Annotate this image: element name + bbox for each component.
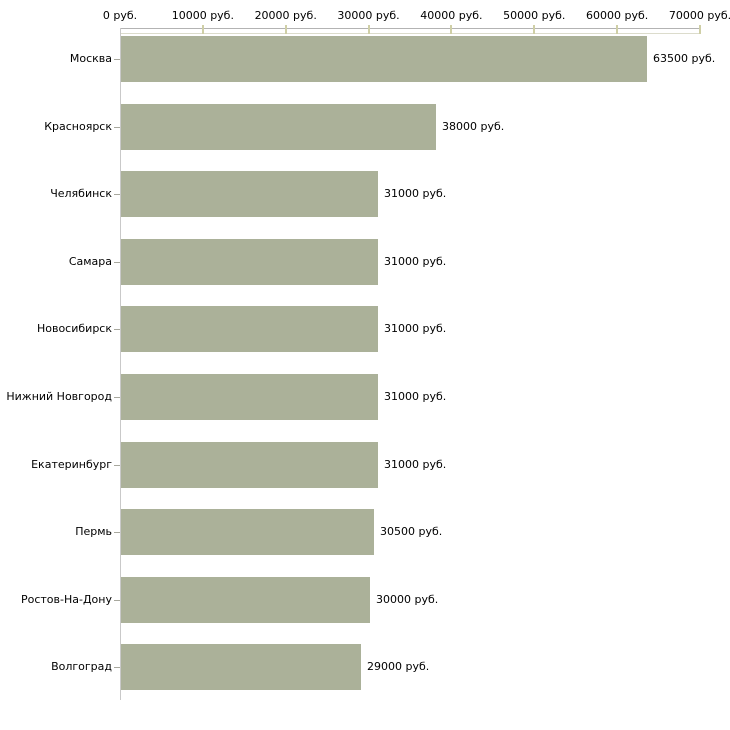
- category-tick-mark: [114, 667, 120, 668]
- x-tick-label: 30000 руб.: [337, 9, 400, 22]
- bar-row: Ростов-На-Дону 30000 руб.: [0, 577, 730, 623]
- x-tick-label: 50000 руб.: [503, 9, 566, 22]
- bar-row: Нижний Новгород 31000 руб.: [0, 374, 730, 420]
- value-label: 31000 руб.: [384, 255, 447, 268]
- bar-row: Новосибирск 31000 руб.: [0, 306, 730, 352]
- x-tick-mark: [616, 25, 619, 34]
- category-tick-mark: [114, 194, 120, 195]
- value-label: 38000 руб.: [442, 120, 505, 133]
- bar: [121, 36, 647, 82]
- category-label: Москва: [69, 52, 112, 65]
- category-label: Красноярск: [44, 120, 112, 133]
- category-label: Челябинск: [50, 187, 112, 200]
- x-tick-mark: [367, 25, 370, 34]
- category-tick-mark: [114, 600, 120, 601]
- category-tick-mark: [114, 465, 120, 466]
- value-label: 63500 руб.: [653, 52, 716, 65]
- bar: [121, 577, 370, 623]
- category-tick-mark: [114, 59, 120, 60]
- value-label: 31000 руб.: [384, 390, 447, 403]
- bar: [121, 104, 436, 150]
- x-tick-mark: [699, 25, 701, 34]
- category-label: Екатеринбург: [31, 458, 112, 471]
- value-label: 30000 руб.: [376, 593, 439, 606]
- value-label: 29000 руб.: [367, 660, 430, 673]
- bar-row: Красноярск 38000 руб.: [0, 104, 730, 150]
- bar-row: Москва 63500 руб.: [0, 36, 730, 82]
- x-tick-mark: [284, 25, 287, 34]
- x-tick-mark: [201, 25, 204, 34]
- y-axis-line: [120, 28, 121, 700]
- x-tick-label: 20000 руб.: [254, 9, 317, 22]
- category-label: Ростов-На-Дону: [20, 593, 112, 606]
- bar-row: Челябинск 31000 руб.: [0, 171, 730, 217]
- bar: [121, 442, 378, 488]
- category-tick-mark: [114, 532, 120, 533]
- x-tick-label: 40000 руб.: [420, 9, 483, 22]
- x-tick-label: 70000 руб.: [668, 9, 730, 22]
- category-label: Самара: [68, 255, 112, 268]
- x-tick-mark: [533, 25, 536, 34]
- x-axis-ruler: [120, 28, 701, 34]
- category-label: Нижний Новгород: [6, 390, 112, 403]
- x-tick-label: 0 руб.: [102, 9, 138, 22]
- bar: [121, 644, 361, 690]
- bar: [121, 239, 378, 285]
- bar: [121, 509, 374, 555]
- x-tick-label: 10000 руб.: [171, 9, 234, 22]
- value-label: 31000 руб.: [384, 187, 447, 200]
- value-label: 31000 руб.: [384, 322, 447, 335]
- bar-row: Волгоград 29000 руб.: [0, 644, 730, 690]
- category-tick-mark: [114, 127, 120, 128]
- value-label: 30500 руб.: [380, 525, 443, 538]
- bar: [121, 306, 378, 352]
- category-label: Волгоград: [51, 660, 112, 673]
- x-tick-mark: [450, 25, 453, 34]
- category-label: Новосибирск: [36, 322, 112, 335]
- category-tick-mark: [114, 397, 120, 398]
- bar-row: Пермь 30500 руб.: [0, 509, 730, 555]
- category-label: Пермь: [75, 525, 112, 538]
- bar: [121, 171, 378, 217]
- category-tick-mark: [114, 329, 120, 330]
- x-tick-label: 60000 руб.: [586, 9, 649, 22]
- bar: [121, 374, 378, 420]
- category-tick-mark: [114, 262, 120, 263]
- bar-row: Екатеринбург 31000 руб.: [0, 442, 730, 488]
- bar-row: Самара 31000 руб.: [0, 239, 730, 285]
- value-label: 31000 руб.: [384, 458, 447, 471]
